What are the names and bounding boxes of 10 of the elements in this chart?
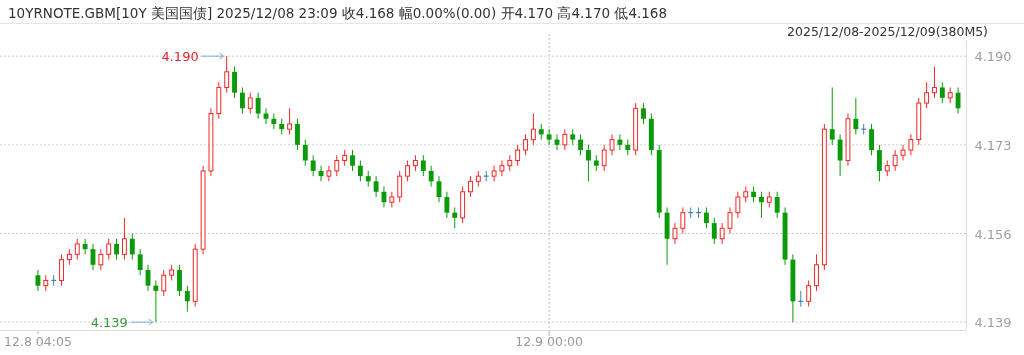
annotation: 4.190 bbox=[161, 49, 199, 65]
chart-title: 10YRNOTE.GBM[10Y 美国国债] 2025/12/08 23:09 收4.168 幅0.00%(0.00) 开4.170 高4.170 低4.168 bbox=[8, 5, 668, 21]
y-tick-label: 4.173 bbox=[974, 137, 1012, 153]
x-tick-label: 12.8 04:05 bbox=[4, 334, 72, 349]
y-tick-label: 4.139 bbox=[974, 315, 1012, 331]
x-tick-label: 12.9 00:00 bbox=[515, 334, 584, 349]
annotation: 4.139 bbox=[90, 315, 128, 331]
y-tick-label: 4.156 bbox=[974, 226, 1012, 242]
chart-subtitle: 2025/12/08-2025/12/09(380M5) bbox=[787, 24, 988, 39]
y-tick-label: 4.190 bbox=[974, 49, 1012, 65]
